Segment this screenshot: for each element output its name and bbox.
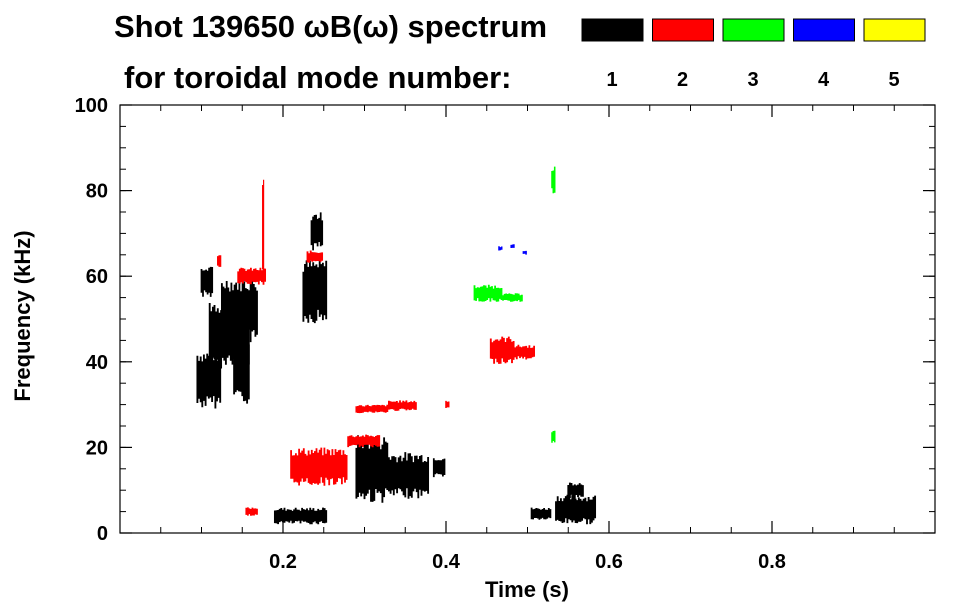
mode-n=4-blob-0 bbox=[498, 246, 503, 251]
mode-n=2-blob-4 bbox=[290, 447, 348, 486]
y-axis-label: Frequency (kHz) bbox=[10, 230, 35, 401]
mode-n=2-blob-7 bbox=[387, 400, 417, 411]
mode-n=2-blob-10 bbox=[514, 344, 535, 360]
legend-swatch-4 bbox=[793, 18, 855, 42]
mode-n=2-blob-11 bbox=[245, 507, 258, 516]
axes-frame: 0.2 0.4 0.6 0.8 0 20 40 60 80 100 bbox=[75, 95, 936, 573]
legend-label-4: 4 bbox=[818, 69, 830, 91]
series-n=4 bbox=[498, 244, 527, 255]
mode-n=3-blob-3 bbox=[551, 430, 556, 443]
mode-n=2-blob-3 bbox=[306, 250, 324, 263]
mode-n=1-blob-9 bbox=[387, 452, 430, 499]
mode-n=1-blob-6 bbox=[310, 212, 324, 251]
chart-title-line2: for toroidal mode number: bbox=[124, 60, 512, 95]
mode-n=1-blob-3 bbox=[233, 343, 250, 404]
mode-n=2-blob-2 bbox=[217, 255, 222, 267]
legend-swatch-3 bbox=[722, 18, 785, 42]
chart-title-line1: Shot 139650 ωB(ω) spectrum bbox=[114, 9, 547, 44]
mode-n=1-blob-7 bbox=[273, 507, 328, 525]
mode-n=1-blob-10 bbox=[432, 458, 446, 478]
mode-n=3-blob-0 bbox=[473, 284, 503, 302]
mode-n=4-blob-2 bbox=[522, 250, 527, 255]
legend-swatch-1 bbox=[581, 18, 644, 42]
mode-n=1-blob-0 bbox=[196, 349, 222, 409]
y-tick-label: 40 bbox=[86, 352, 108, 374]
series-n=3 bbox=[473, 166, 556, 443]
x-axis-label: Time (s) bbox=[485, 577, 569, 602]
mode-n=1-blob-11 bbox=[530, 507, 552, 520]
legend-label-1: 1 bbox=[606, 69, 617, 91]
mode-n=1-blob-12 bbox=[555, 494, 597, 525]
mode-n=1-blob-4 bbox=[200, 266, 214, 297]
mode-n=3-blob-2 bbox=[551, 166, 556, 194]
mode-n=2-blob-8 bbox=[445, 400, 450, 408]
y-tick-label: 20 bbox=[86, 437, 108, 459]
legend-label-5: 5 bbox=[888, 69, 899, 91]
y-tick-label: 60 bbox=[86, 266, 108, 288]
y-tick-label: 80 bbox=[86, 181, 108, 203]
mode-n=1-blob-13 bbox=[567, 482, 584, 499]
legend: 1 2 3 4 5 bbox=[581, 18, 926, 91]
x-tick-label: 0.4 bbox=[432, 551, 461, 573]
y-tick-label: 100 bbox=[75, 95, 108, 117]
legend-swatch-5 bbox=[863, 18, 926, 42]
mode-n=1-blob-2 bbox=[220, 277, 258, 345]
x-tick-label: 0.8 bbox=[758, 551, 786, 573]
plot-marks bbox=[196, 166, 597, 525]
x-tick-label: 0.2 bbox=[269, 551, 297, 573]
mode-n=4-blob-1 bbox=[510, 244, 515, 248]
mode-n=3-blob-1 bbox=[502, 293, 523, 302]
y-tick-label: 0 bbox=[97, 523, 108, 545]
legend-swatch-2 bbox=[652, 18, 714, 42]
mode-n=2-blob-5 bbox=[347, 434, 381, 448]
mode-n=1-blob-5 bbox=[302, 259, 328, 324]
legend-label-2: 2 bbox=[677, 69, 688, 91]
mode-n=2-blob-1 bbox=[262, 179, 265, 272]
series-n=2 bbox=[217, 179, 535, 516]
mode-n=2-blob-9 bbox=[489, 336, 515, 364]
legend-label-3: 3 bbox=[747, 69, 758, 91]
mode-n=2-blob-0 bbox=[237, 267, 267, 285]
x-tick-label: 0.6 bbox=[595, 551, 623, 573]
mode-n=1-blob-8 bbox=[355, 435, 389, 503]
series-n=1 bbox=[196, 212, 597, 525]
mode-n=2-blob-6 bbox=[355, 404, 389, 414]
